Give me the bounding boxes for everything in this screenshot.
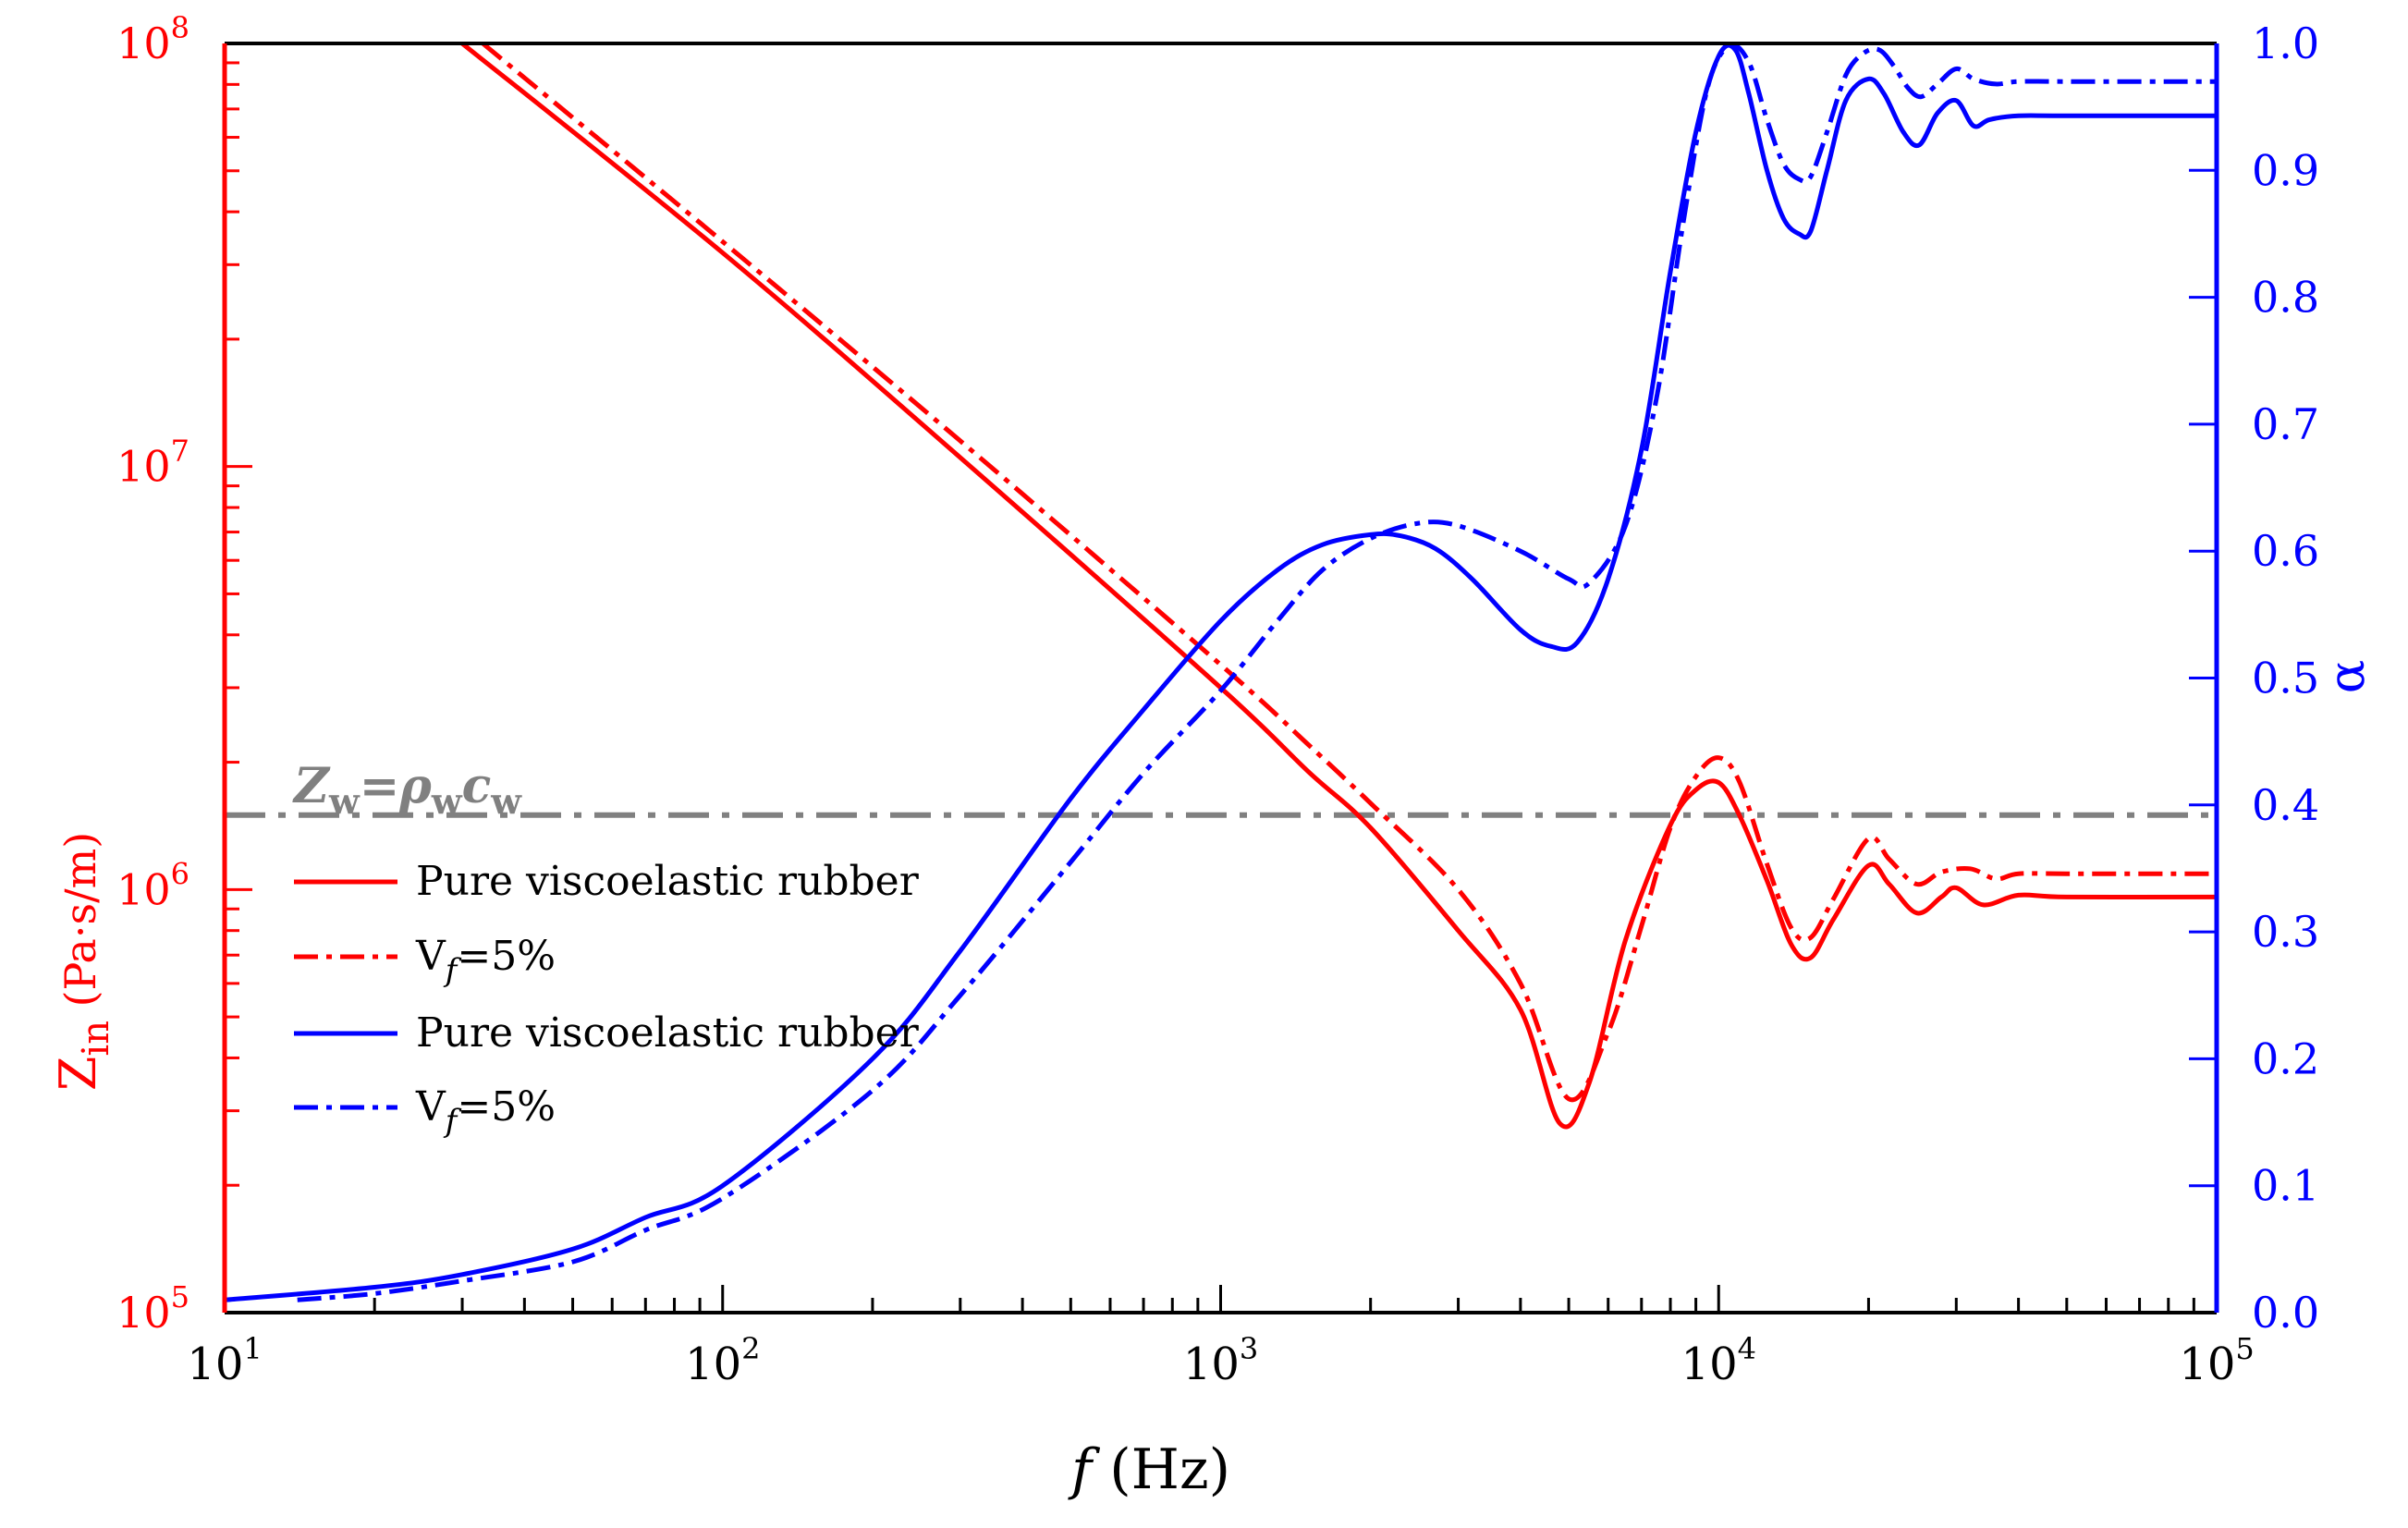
x-axis-label: f (Hz)	[1068, 1437, 1230, 1502]
y-right-tick-label: 0.2	[2252, 1033, 2319, 1083]
y-right-tick-label: 0.0	[2252, 1288, 2319, 1338]
x-tick-label: 103	[1183, 1331, 1258, 1390]
legend: Pure viscoelastic rubber Vf=5% Pure viscoe…	[294, 858, 920, 1140]
series-alpha-pure	[224, 43, 2217, 1302]
y-right-tick-label: 0.5	[2252, 654, 2319, 703]
y-left-tick-labels: 105 106 107 108	[116, 10, 189, 1338]
legend-entry-label: Pure viscoelastic rubber	[416, 1009, 920, 1057]
y-left-axis-label: Zin (Pa·s/m)	[49, 832, 117, 1091]
legend-entry-label: Vf=5%	[415, 933, 556, 989]
y-left-tick-label: 108	[116, 10, 189, 68]
legend-entry-label: Vf=5%	[415, 1083, 556, 1140]
x-tick-label: 101	[187, 1331, 262, 1390]
series-alpha-vf5	[297, 43, 2217, 1302]
y-right-tick-label: 0.9	[2252, 145, 2319, 195]
x-tick-label: 102	[685, 1331, 760, 1390]
y-right-axis-label: α	[2317, 660, 2376, 693]
y-right-tick-label: 0.3	[2252, 907, 2319, 957]
y-right-tick-label: 0.8	[2252, 273, 2319, 323]
series-zin-vf5	[481, 42, 2217, 1103]
y-left-tick-label: 107	[116, 434, 189, 492]
reference-line-label: Zw=ρwcw	[292, 758, 522, 822]
plot-frame	[222, 42, 2219, 1314]
x-tick-label: 104	[1681, 1331, 1756, 1390]
y-right-tick-label: 0.1	[2252, 1161, 2319, 1211]
x-tick-labels: 101 102 103 104 105	[187, 1331, 2254, 1390]
series-zin-pure	[460, 42, 2218, 1130]
x-tick-label: 105	[2179, 1331, 2254, 1390]
legend-entry-label: Pure viscoelastic rubber	[416, 858, 920, 905]
y-right-tick-label: 0.7	[2252, 399, 2319, 449]
y-right-tick-labels: 0.0 0.1 0.2 0.3 0.4 0.5 0.6 0.7 0.8 0.9 1.0	[2252, 18, 2319, 1338]
y-right-tick-label: 0.4	[2252, 780, 2319, 830]
y-left-tick-label: 105	[116, 1279, 189, 1338]
y-left-tick-label: 106	[116, 856, 189, 914]
y-right-tick-label: 0.6	[2252, 526, 2319, 576]
series-lines	[224, 42, 2218, 1302]
y-right-tick-label: 1.0	[2252, 18, 2319, 68]
